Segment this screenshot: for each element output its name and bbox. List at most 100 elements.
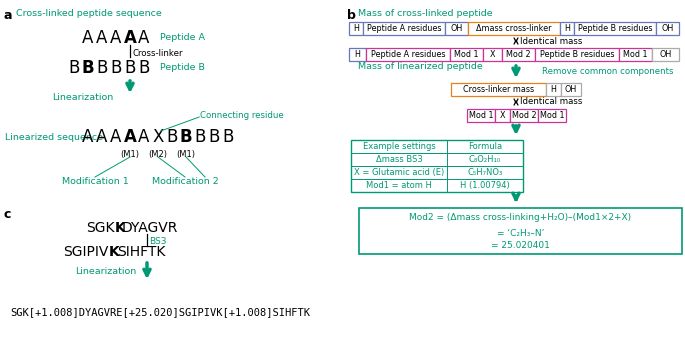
Text: Mod 2: Mod 2: [512, 111, 536, 120]
Text: Peptide A: Peptide A: [160, 33, 205, 43]
FancyBboxPatch shape: [652, 48, 679, 61]
Text: A: A: [110, 128, 122, 146]
Text: A: A: [123, 128, 136, 146]
Text: B: B: [97, 59, 108, 77]
Text: Identical mass: Identical mass: [520, 36, 582, 45]
Text: B: B: [138, 59, 150, 77]
Text: Mod 1: Mod 1: [623, 50, 648, 59]
Text: Mod2 = (Δmass cross-linking+H₂O)–(Mod1×2+X): Mod2 = (Δmass cross-linking+H₂O)–(Mod1×2…: [410, 214, 632, 223]
Text: A: A: [82, 29, 94, 47]
Text: Mod 1: Mod 1: [454, 50, 479, 59]
Text: = ‘C₂H₃–N’: = ‘C₂H₃–N’: [497, 228, 544, 237]
Text: H: H: [353, 24, 359, 33]
Text: Remove common components: Remove common components: [542, 66, 673, 75]
Text: B: B: [82, 59, 95, 77]
Text: (M2): (M2): [149, 150, 168, 159]
Text: Example settings: Example settings: [362, 142, 436, 151]
FancyBboxPatch shape: [349, 48, 366, 61]
Text: A: A: [138, 29, 150, 47]
Text: = 25.020401: = 25.020401: [491, 241, 550, 250]
FancyBboxPatch shape: [546, 83, 561, 96]
Text: X: X: [152, 128, 164, 146]
Text: OH: OH: [660, 50, 671, 59]
Text: SGK: SGK: [86, 221, 115, 235]
Text: A: A: [97, 29, 108, 47]
Text: H (1.00794): H (1.00794): [460, 181, 510, 190]
Text: Mass of cross-linked peptide: Mass of cross-linked peptide: [358, 9, 493, 18]
Text: B: B: [68, 59, 79, 77]
Text: OH: OH: [450, 24, 462, 33]
Text: B: B: [208, 128, 220, 146]
Text: C₈O₂H₁₀: C₈O₂H₁₀: [469, 155, 501, 164]
FancyBboxPatch shape: [560, 22, 574, 35]
FancyBboxPatch shape: [495, 109, 510, 122]
FancyBboxPatch shape: [450, 48, 483, 61]
Text: A: A: [110, 29, 122, 47]
FancyBboxPatch shape: [574, 22, 656, 35]
FancyBboxPatch shape: [366, 48, 450, 61]
Text: H: H: [564, 24, 570, 33]
FancyBboxPatch shape: [468, 22, 560, 35]
Text: DYAGVR: DYAGVR: [122, 221, 178, 235]
Text: Δmass cross-linker: Δmass cross-linker: [476, 24, 551, 33]
Text: K: K: [109, 245, 120, 259]
Text: Peptide A residues: Peptide A residues: [366, 24, 441, 33]
Text: Linearization: Linearization: [75, 268, 136, 277]
Text: A: A: [82, 128, 94, 146]
Text: B: B: [110, 59, 122, 77]
FancyBboxPatch shape: [359, 208, 682, 254]
Text: X: X: [490, 50, 495, 59]
Text: Modification 1: Modification 1: [62, 178, 128, 186]
Text: (M1): (M1): [177, 150, 195, 159]
Text: Peptide A residues: Peptide A residues: [371, 50, 445, 59]
Text: Mod 1: Mod 1: [540, 111, 564, 120]
Text: c: c: [4, 208, 12, 221]
Text: Connecting residue: Connecting residue: [200, 111, 284, 120]
Text: H: H: [355, 50, 360, 59]
FancyBboxPatch shape: [351, 140, 523, 192]
Text: B: B: [179, 128, 192, 146]
Text: SGK[+1.008]DYAGVRE[+25.020]SGIPIVK[+1.008]SIHFTK: SGK[+1.008]DYAGVRE[+25.020]SGIPIVK[+1.00…: [10, 307, 310, 317]
Text: SIHFTK: SIHFTK: [117, 245, 165, 259]
Text: Δmass BS3: Δmass BS3: [375, 155, 423, 164]
Text: Peptide B residues: Peptide B residues: [540, 50, 614, 59]
Text: (M1): (M1): [121, 150, 140, 159]
Text: H: H: [551, 85, 556, 94]
Text: X: X: [500, 111, 506, 120]
Text: B: B: [195, 128, 206, 146]
Text: B: B: [223, 128, 234, 146]
Text: B: B: [166, 128, 177, 146]
Text: Peptide B residues: Peptide B residues: [577, 24, 652, 33]
Text: K: K: [115, 221, 126, 235]
FancyBboxPatch shape: [483, 48, 502, 61]
Text: a: a: [4, 9, 12, 22]
FancyBboxPatch shape: [363, 22, 445, 35]
Text: Formula: Formula: [468, 142, 502, 151]
FancyBboxPatch shape: [467, 109, 495, 122]
Text: Linearized sequence: Linearized sequence: [5, 132, 103, 141]
Text: SGIPIV: SGIPIV: [64, 245, 109, 259]
FancyBboxPatch shape: [510, 109, 538, 122]
Text: Mod1 = atom H: Mod1 = atom H: [366, 181, 432, 190]
Text: C₅H₇NO₃: C₅H₇NO₃: [467, 168, 503, 177]
FancyBboxPatch shape: [656, 22, 679, 35]
Text: Cross-linker mass: Cross-linker mass: [463, 85, 534, 94]
FancyBboxPatch shape: [619, 48, 652, 61]
FancyBboxPatch shape: [538, 109, 566, 122]
Text: OH: OH: [565, 85, 577, 94]
Text: Peptide B: Peptide B: [160, 64, 205, 73]
Text: BS3: BS3: [149, 237, 166, 247]
Text: Linearization: Linearization: [52, 93, 113, 101]
FancyBboxPatch shape: [535, 48, 619, 61]
FancyBboxPatch shape: [445, 22, 468, 35]
FancyBboxPatch shape: [561, 83, 581, 96]
Text: B: B: [124, 59, 136, 77]
Text: A: A: [97, 128, 108, 146]
Text: b: b: [347, 9, 356, 22]
Text: OH: OH: [662, 24, 673, 33]
FancyBboxPatch shape: [451, 83, 546, 96]
FancyBboxPatch shape: [349, 22, 363, 35]
Text: X = Glutamic acid (E): X = Glutamic acid (E): [354, 168, 444, 177]
Text: A: A: [123, 29, 136, 47]
Text: Mod 2: Mod 2: [506, 50, 531, 59]
